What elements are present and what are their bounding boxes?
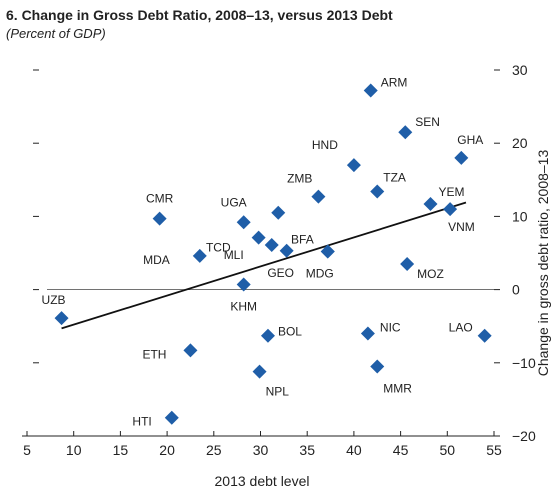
x-tick-label: 30 <box>253 442 269 458</box>
point-label: SEN <box>415 115 440 129</box>
point <box>271 205 286 220</box>
point <box>477 328 492 343</box>
x-tick-label: 35 <box>299 442 315 458</box>
point-label: GHA <box>457 133 483 147</box>
point-label: HTI <box>132 415 151 429</box>
x-axis-label: 2013 debt level <box>215 473 310 489</box>
y-tick-label: 30 <box>512 62 528 78</box>
point-label: KHM <box>230 299 257 313</box>
point <box>192 248 207 263</box>
chart-title: 6. Change in Gross Debt Ratio, 2008–13, … <box>6 7 393 23</box>
point <box>311 189 326 204</box>
point-label: UGA <box>221 195 247 209</box>
point-label: MDA <box>143 253 170 267</box>
point <box>236 215 251 230</box>
point <box>183 343 198 358</box>
point <box>320 244 335 259</box>
x-tick-label: 55 <box>486 442 502 458</box>
x-tick-label: 5 <box>23 442 31 458</box>
point-label: VNM <box>448 220 475 234</box>
point <box>400 256 415 271</box>
point <box>252 364 267 379</box>
point-label: MOZ <box>417 267 444 281</box>
point <box>370 184 385 199</box>
x-tick-label: 10 <box>66 442 82 458</box>
point-label: BFA <box>291 233 314 247</box>
point-label: NIC <box>380 321 401 335</box>
point <box>279 243 294 258</box>
point-label: NPL <box>266 385 290 399</box>
trend-line <box>61 201 467 330</box>
point-label: MDG <box>306 267 334 281</box>
x-tick-label: 45 <box>393 442 409 458</box>
y-tick-label: 0 <box>512 282 520 298</box>
point <box>423 196 438 211</box>
point-label: UZB <box>42 293 66 307</box>
y-tick-label: −20 <box>512 428 536 444</box>
point <box>264 237 279 252</box>
point <box>363 83 378 98</box>
y-tick-label: −10 <box>512 355 536 371</box>
point <box>236 277 251 292</box>
x-tick-label: 15 <box>113 442 129 458</box>
point <box>152 211 167 226</box>
y-tick-label: 10 <box>512 208 528 224</box>
chart-subtitle: (Percent of GDP) <box>6 26 106 41</box>
y-tick-label: 20 <box>512 135 528 151</box>
x-tick-label: 50 <box>440 442 456 458</box>
point-label: ARM <box>381 75 408 89</box>
point <box>260 328 275 343</box>
point-label: TCD <box>206 241 231 255</box>
point <box>398 125 413 140</box>
x-tick-label: 40 <box>346 442 362 458</box>
point-label: TZA <box>383 171 406 185</box>
point <box>164 410 179 425</box>
point-label: MMR <box>383 381 412 395</box>
point <box>454 150 469 165</box>
point-label: LAO <box>449 321 473 335</box>
point-label: BOL <box>278 325 302 339</box>
point <box>54 311 69 326</box>
x-tick-label: 20 <box>159 442 175 458</box>
point-label: CMR <box>146 192 174 206</box>
point-label: YEM <box>438 185 464 199</box>
point <box>360 326 375 341</box>
point-label: HND <box>312 138 338 152</box>
point-label: ETH <box>142 347 166 361</box>
point-label: ZMB <box>287 172 312 186</box>
x-tick-label: 25 <box>206 442 222 458</box>
point <box>251 230 266 245</box>
point <box>443 202 458 217</box>
point-label: GEO <box>267 266 294 280</box>
point-label: MLI <box>224 248 244 262</box>
point <box>346 158 361 173</box>
point <box>370 359 385 374</box>
y-axis-label: Change in gross debt ratio, 2008–13 <box>535 150 551 377</box>
